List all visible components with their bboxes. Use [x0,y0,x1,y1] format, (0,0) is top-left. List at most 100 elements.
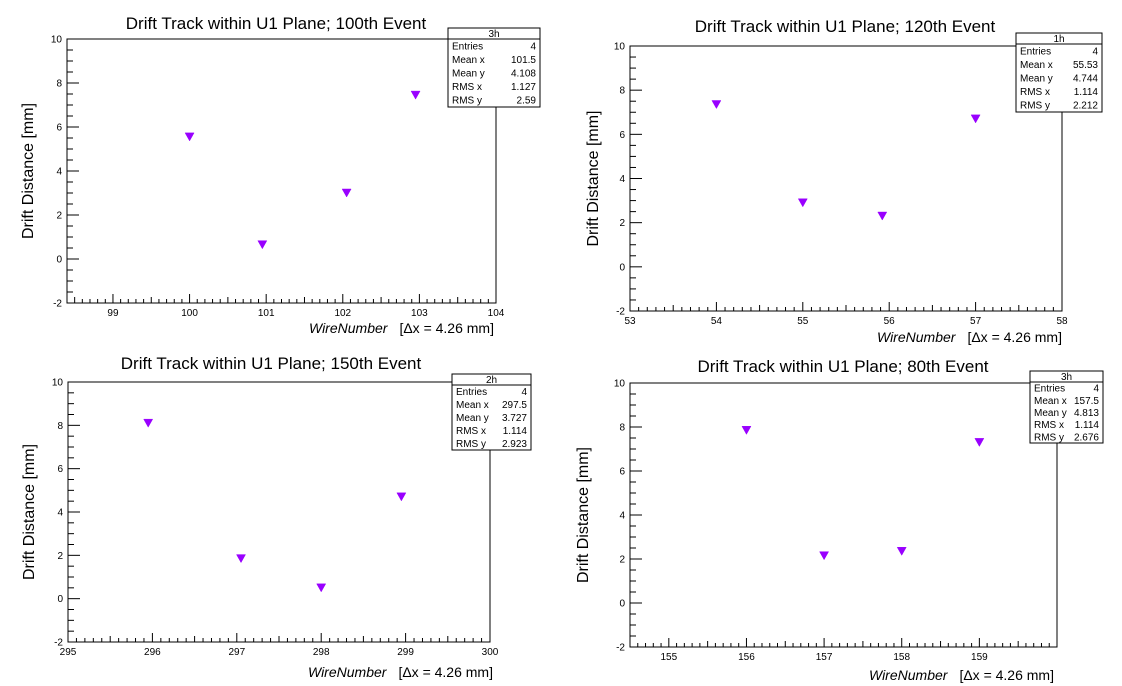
stats-value-rms-y: 2.212 [1073,101,1098,112]
x-axis-title: WireNumber [Δx = 4.26 mm] [309,320,494,336]
stats-label-mean-y: Mean y [456,413,489,424]
x-tick-label: 103 [411,308,428,319]
y-tick-label: 10 [52,378,64,389]
stats-label-rms-x: RMS x [1020,87,1050,98]
y-tick-label: 10 [51,35,63,46]
stats-name: 3h [1061,372,1072,383]
x-tick-label: 297 [228,647,245,658]
stats-label-rms-y: RMS y [456,439,486,450]
stats-label-mean-y: Mean y [1020,74,1053,85]
x-tick-label: 99 [107,308,119,319]
x-axis-title: WireNumber [Δx = 4.26 mm] [869,667,1054,683]
stats-label-rms-y: RMS y [452,96,482,107]
x-tick-label: 56 [884,316,896,327]
y-tick-label: 0 [619,262,625,273]
y-tick-label: 10 [614,42,626,53]
stats-label-rms-y: RMS y [1034,432,1064,443]
data-point [741,426,752,435]
chart-title: Drift Track within U1 Plane; 120th Event [695,17,996,36]
x-tick-label: 53 [624,316,636,327]
x-tick-label: 295 [60,647,77,658]
stats-frame [451,373,532,451]
stats-label-rms-x: RMS x [456,426,486,437]
stats-name: 2h [486,375,497,386]
x-tick-label: 102 [334,308,351,319]
stats-value-rms-y: 2.59 [517,96,537,107]
stats-value-entries: 4 [521,387,527,398]
chart-panel-2: Drift Track within U1 Plane; 120th Event… [585,17,1103,345]
y-tick-label: 4 [57,508,63,519]
y-tick-label: 8 [619,86,625,97]
chart-title: Drift Track within U1 Plane; 150th Event [121,354,422,373]
y-axis-title: Drift Distance [mm] [585,110,602,246]
stats-label-mean-y: Mean y [452,69,485,80]
data-point [316,583,327,593]
x-tick-label: 159 [971,652,988,663]
y-axis-title: Drift Distance [mm] [575,447,592,583]
x-axis-title-extra: [Δx = 4.26 mm] [967,329,1062,345]
x-tick-label: 296 [144,647,161,658]
plot-frame [66,38,497,304]
stats-value-mean-x: 297.5 [502,400,527,411]
stats-value-mean-y: 4.744 [1073,74,1098,85]
y-tick-label: 2 [619,218,625,229]
y-tick-label: 6 [619,467,625,478]
data-point [143,418,154,428]
data-point [341,188,352,198]
x-tick-label: 54 [711,316,723,327]
stats-label-mean-x: Mean x [1020,60,1053,71]
x-tick-label: 57 [970,316,982,327]
x-tick-label: 55 [797,316,809,327]
stats-label-entries: Entries [1034,384,1065,395]
data-point [410,90,421,100]
data-point [396,492,407,502]
y-tick-label: 2 [56,211,62,222]
y-tick-label: 2 [57,551,63,562]
stats-frame [1029,370,1104,444]
plot-frame [629,382,1058,648]
x-tick-label: 158 [893,652,910,663]
stats-value-mean-x: 101.5 [511,55,536,66]
y-tick-label: 6 [57,464,63,475]
plot-frame [629,45,1063,312]
y-axis-title: Drift Distance [mm] [20,103,37,239]
stats-value-mean-x: 55.53 [1073,60,1098,71]
x-axis-title-main: WireNumber [308,664,388,680]
x-tick-label: 300 [482,647,499,658]
stats-name: 3h [488,29,499,40]
x-tick-label: 104 [488,308,505,319]
data-point [970,114,981,124]
stats-value-rms-x: 1.114 [1074,87,1099,98]
stats-name: 1h [1053,34,1064,45]
stats-label-mean-x: Mean x [452,55,485,66]
stats-value-mean-y: 3.727 [502,413,527,424]
stats-frame [447,27,541,108]
stats-label-entries: Entries [452,41,483,52]
data-point [711,100,722,110]
stats-label-mean-x: Mean x [1034,396,1067,407]
stats-value-mean-x: 157.5 [1074,396,1099,407]
stats-value-mean-y: 4.108 [511,69,536,80]
stats-label-mean-y: Mean y [1034,408,1067,419]
y-tick-label: 0 [56,255,62,266]
y-tick-label: 8 [57,421,63,432]
x-tick-label: 156 [738,652,755,663]
stats-label-entries: Entries [456,387,487,398]
y-tick-label: 8 [619,423,625,434]
data-point [797,198,808,208]
y-tick-label: 2 [619,555,625,566]
y-tick-label: 4 [619,511,625,522]
stats-box: 3h Entries 4 Mean x 101.5 Mean y 4.108 RMS x 1.1… [447,27,541,108]
y-tick-label: -2 [53,299,62,310]
x-tick-label: 157 [816,652,833,663]
stats-label-mean-x: Mean x [456,400,489,411]
x-axis-title-extra: [Δx = 4.26 mm] [959,667,1054,683]
x-tick-label: 101 [258,308,275,319]
stats-label-entries: Entries [1020,46,1051,57]
y-tick-label: -2 [54,638,63,649]
y-tick-label: 4 [56,167,62,178]
